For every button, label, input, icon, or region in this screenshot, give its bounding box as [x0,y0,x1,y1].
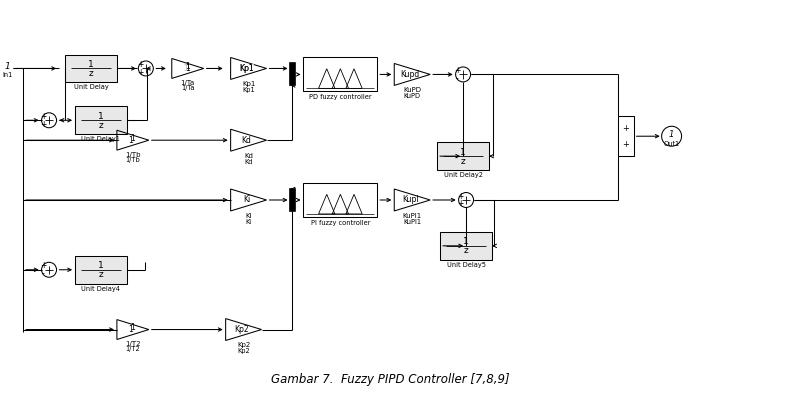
Text: Kupl: Kupl [402,195,418,205]
Text: KuPI1: KuPI1 [402,213,422,219]
Text: Kp1: Kp1 [243,88,255,94]
FancyBboxPatch shape [65,55,117,82]
Text: 1: 1 [185,62,190,71]
Text: 1: 1 [128,325,133,334]
Text: +: + [457,191,464,201]
Text: 1: 1 [669,130,674,139]
Text: 1: 1 [460,148,466,157]
Text: Unit Delay4: Unit Delay4 [81,286,120,292]
Text: 1/T2: 1/T2 [125,341,140,347]
Text: Kp2: Kp2 [237,343,251,349]
Text: Kp1: Kp1 [241,64,256,73]
Text: Kp2: Kp2 [235,325,249,334]
Text: +: + [454,66,460,75]
Text: z: z [460,157,465,166]
Text: z: z [89,69,93,78]
Text: +: + [40,120,46,129]
Text: +: + [137,68,144,77]
Text: z: z [99,270,103,279]
Text: Ki: Ki [246,219,251,225]
Text: 1: 1 [88,60,94,69]
Text: 1/Tb: 1/Tb [125,152,140,158]
Text: 1: 1 [184,64,188,73]
FancyBboxPatch shape [75,256,127,284]
FancyBboxPatch shape [437,142,489,170]
Text: Unit Delay2: Unit Delay2 [444,172,483,178]
Text: 1: 1 [463,237,469,246]
FancyBboxPatch shape [618,116,634,156]
Text: Kd: Kd [244,153,253,159]
Text: +: + [622,124,629,133]
Text: 1/T2: 1/T2 [125,347,140,353]
Text: 1/Ta: 1/Ta [180,80,195,86]
Text: z: z [99,121,103,130]
Text: -: - [456,74,459,83]
Text: -: - [41,269,45,278]
Text: 1/Ta: 1/Ta [181,86,195,92]
Text: Unit Delay1: Unit Delay1 [81,136,120,142]
Text: 1/Tb: 1/Tb [125,157,140,163]
FancyBboxPatch shape [290,63,295,86]
FancyBboxPatch shape [303,183,377,217]
Text: Kp1: Kp1 [239,64,254,73]
FancyBboxPatch shape [75,106,127,134]
FancyBboxPatch shape [440,232,492,260]
Text: KuPD: KuPD [404,94,421,100]
Text: PD fuzzy controller: PD fuzzy controller [309,94,372,100]
Text: Kd: Kd [244,159,253,165]
Text: 1: 1 [4,62,10,71]
Text: 1: 1 [98,112,104,121]
Text: 1: 1 [131,323,135,332]
Text: 1: 1 [98,261,104,270]
Text: KuPD: KuPD [403,88,421,94]
Text: In1: In1 [2,72,12,78]
Text: KuPI1: KuPI1 [403,219,421,225]
Text: +: + [137,60,144,69]
Text: +: + [457,199,464,209]
FancyBboxPatch shape [303,57,377,92]
Text: Kd: Kd [242,136,251,145]
Text: Kp1: Kp1 [239,64,254,73]
Text: Kp1: Kp1 [242,82,255,88]
Text: 1: 1 [184,64,188,73]
Text: PI fuzzy controller: PI fuzzy controller [310,220,370,226]
Text: Ki: Ki [245,213,252,219]
Text: Ki: Ki [243,195,251,205]
Text: Unit Delay5: Unit Delay5 [447,262,485,268]
Text: 1: 1 [128,136,133,145]
Text: Gambar 7.  Fuzzy PIPD Controller [7,8,9]: Gambar 7. Fuzzy PIPD Controller [7,8,9] [271,373,510,386]
Text: 1: 1 [185,64,190,73]
Text: Kp2: Kp2 [237,349,250,355]
Text: z: z [464,246,468,256]
Text: +: + [622,140,629,149]
Text: +: + [40,112,46,121]
Text: Unit Delay: Unit Delay [73,84,109,90]
Text: Out1: Out1 [664,141,680,147]
Text: 1: 1 [131,134,135,143]
Text: Kupd: Kupd [401,70,420,79]
FancyBboxPatch shape [290,189,295,211]
Text: +: + [40,261,46,270]
